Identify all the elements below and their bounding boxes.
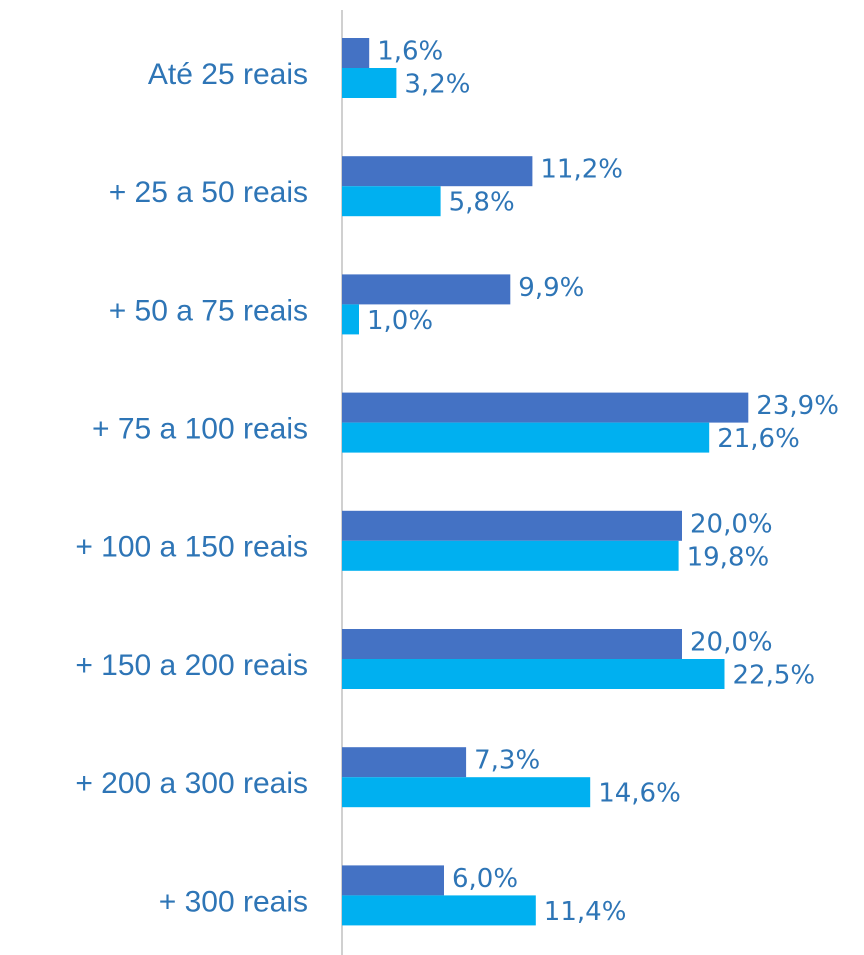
value-label: 14,6% xyxy=(598,779,681,809)
category-label: + 200 a 300 reais xyxy=(75,767,308,800)
value-label: 5,8% xyxy=(449,188,515,218)
value-label: 21,6% xyxy=(717,424,800,454)
bar xyxy=(342,747,467,778)
bar xyxy=(342,392,749,423)
bar xyxy=(342,38,370,68)
value-label: 22,5% xyxy=(733,661,816,691)
bar xyxy=(342,422,710,453)
value-label: 6,0% xyxy=(452,864,518,894)
bar xyxy=(342,659,725,689)
value-label: 3,2% xyxy=(404,70,470,100)
category-label: + 100 a 150 reais xyxy=(75,531,308,564)
value-label: 7,3% xyxy=(474,746,540,776)
bar xyxy=(342,895,536,926)
value-label: 19,8% xyxy=(687,542,770,572)
bar xyxy=(342,156,533,187)
category-label: + 50 a 75 reais xyxy=(109,294,308,327)
value-label: 9,9% xyxy=(518,273,584,303)
value-label: 1,6% xyxy=(377,37,443,67)
bar xyxy=(342,186,441,217)
category-label: + 300 reais xyxy=(159,885,308,918)
category-label: + 75 a 100 reais xyxy=(92,413,308,446)
category-label: Até 25 reais xyxy=(148,58,308,91)
bar xyxy=(342,304,359,335)
bar xyxy=(342,865,444,896)
bar xyxy=(342,68,397,98)
value-label: 1,0% xyxy=(367,306,433,336)
bar xyxy=(342,274,511,305)
value-label: 11,2% xyxy=(540,155,623,185)
category-label: + 25 a 50 reais xyxy=(109,176,308,209)
category-label: + 150 a 200 reais xyxy=(75,649,308,682)
value-label: 11,4% xyxy=(544,897,627,927)
value-label: 23,9% xyxy=(756,391,839,421)
bar xyxy=(342,629,682,659)
value-label: 20,0% xyxy=(690,509,773,539)
bar xyxy=(342,540,679,571)
value-label: 20,0% xyxy=(690,628,773,658)
bar xyxy=(342,777,591,808)
bar xyxy=(342,510,682,541)
